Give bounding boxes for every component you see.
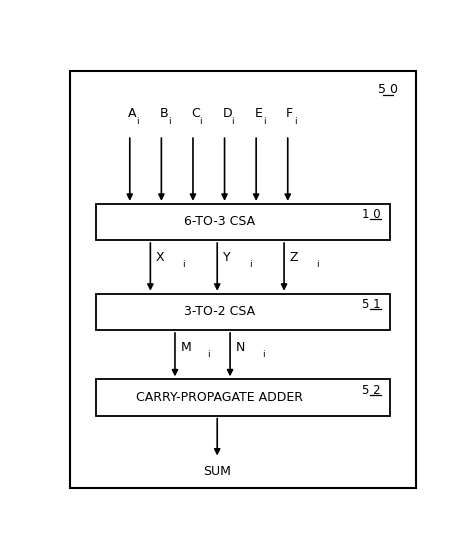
Text: A: A [128,107,137,120]
Text: 1 0: 1 0 [362,208,381,221]
Bar [96,203,390,240]
Text: C: C [191,107,200,120]
Text: X: X [156,251,164,264]
Text: Y: Y [223,251,230,264]
Text: i: i [200,117,202,126]
Text: i: i [316,260,319,269]
Bar [96,379,390,416]
Text: M: M [181,341,191,354]
Text: D: D [223,107,232,120]
Text: i: i [168,117,171,126]
Text: i: i [262,350,264,359]
Text: N: N [236,341,245,354]
Text: i: i [263,117,265,126]
Text: i: i [249,260,252,269]
Text: SUM: SUM [203,465,231,478]
Text: B: B [160,107,168,120]
Text: CARRY-PROPAGATE ADDER: CARRY-PROPAGATE ADDER [136,391,303,404]
Text: 5 2: 5 2 [362,384,381,396]
Text: F: F [286,107,293,120]
Text: E: E [255,107,262,120]
Text: 5 0: 5 0 [378,83,398,96]
Text: Z: Z [290,251,298,264]
Text: i: i [231,117,234,126]
Text: 3-TO-2 CSA: 3-TO-2 CSA [184,305,255,319]
Bar [96,294,390,330]
Text: 5 1: 5 1 [362,298,381,311]
Text: i: i [182,260,185,269]
Text: i: i [137,117,139,126]
Text: i: i [294,117,297,126]
Text: i: i [207,350,210,359]
Text: 6-TO-3 CSA: 6-TO-3 CSA [184,215,255,229]
